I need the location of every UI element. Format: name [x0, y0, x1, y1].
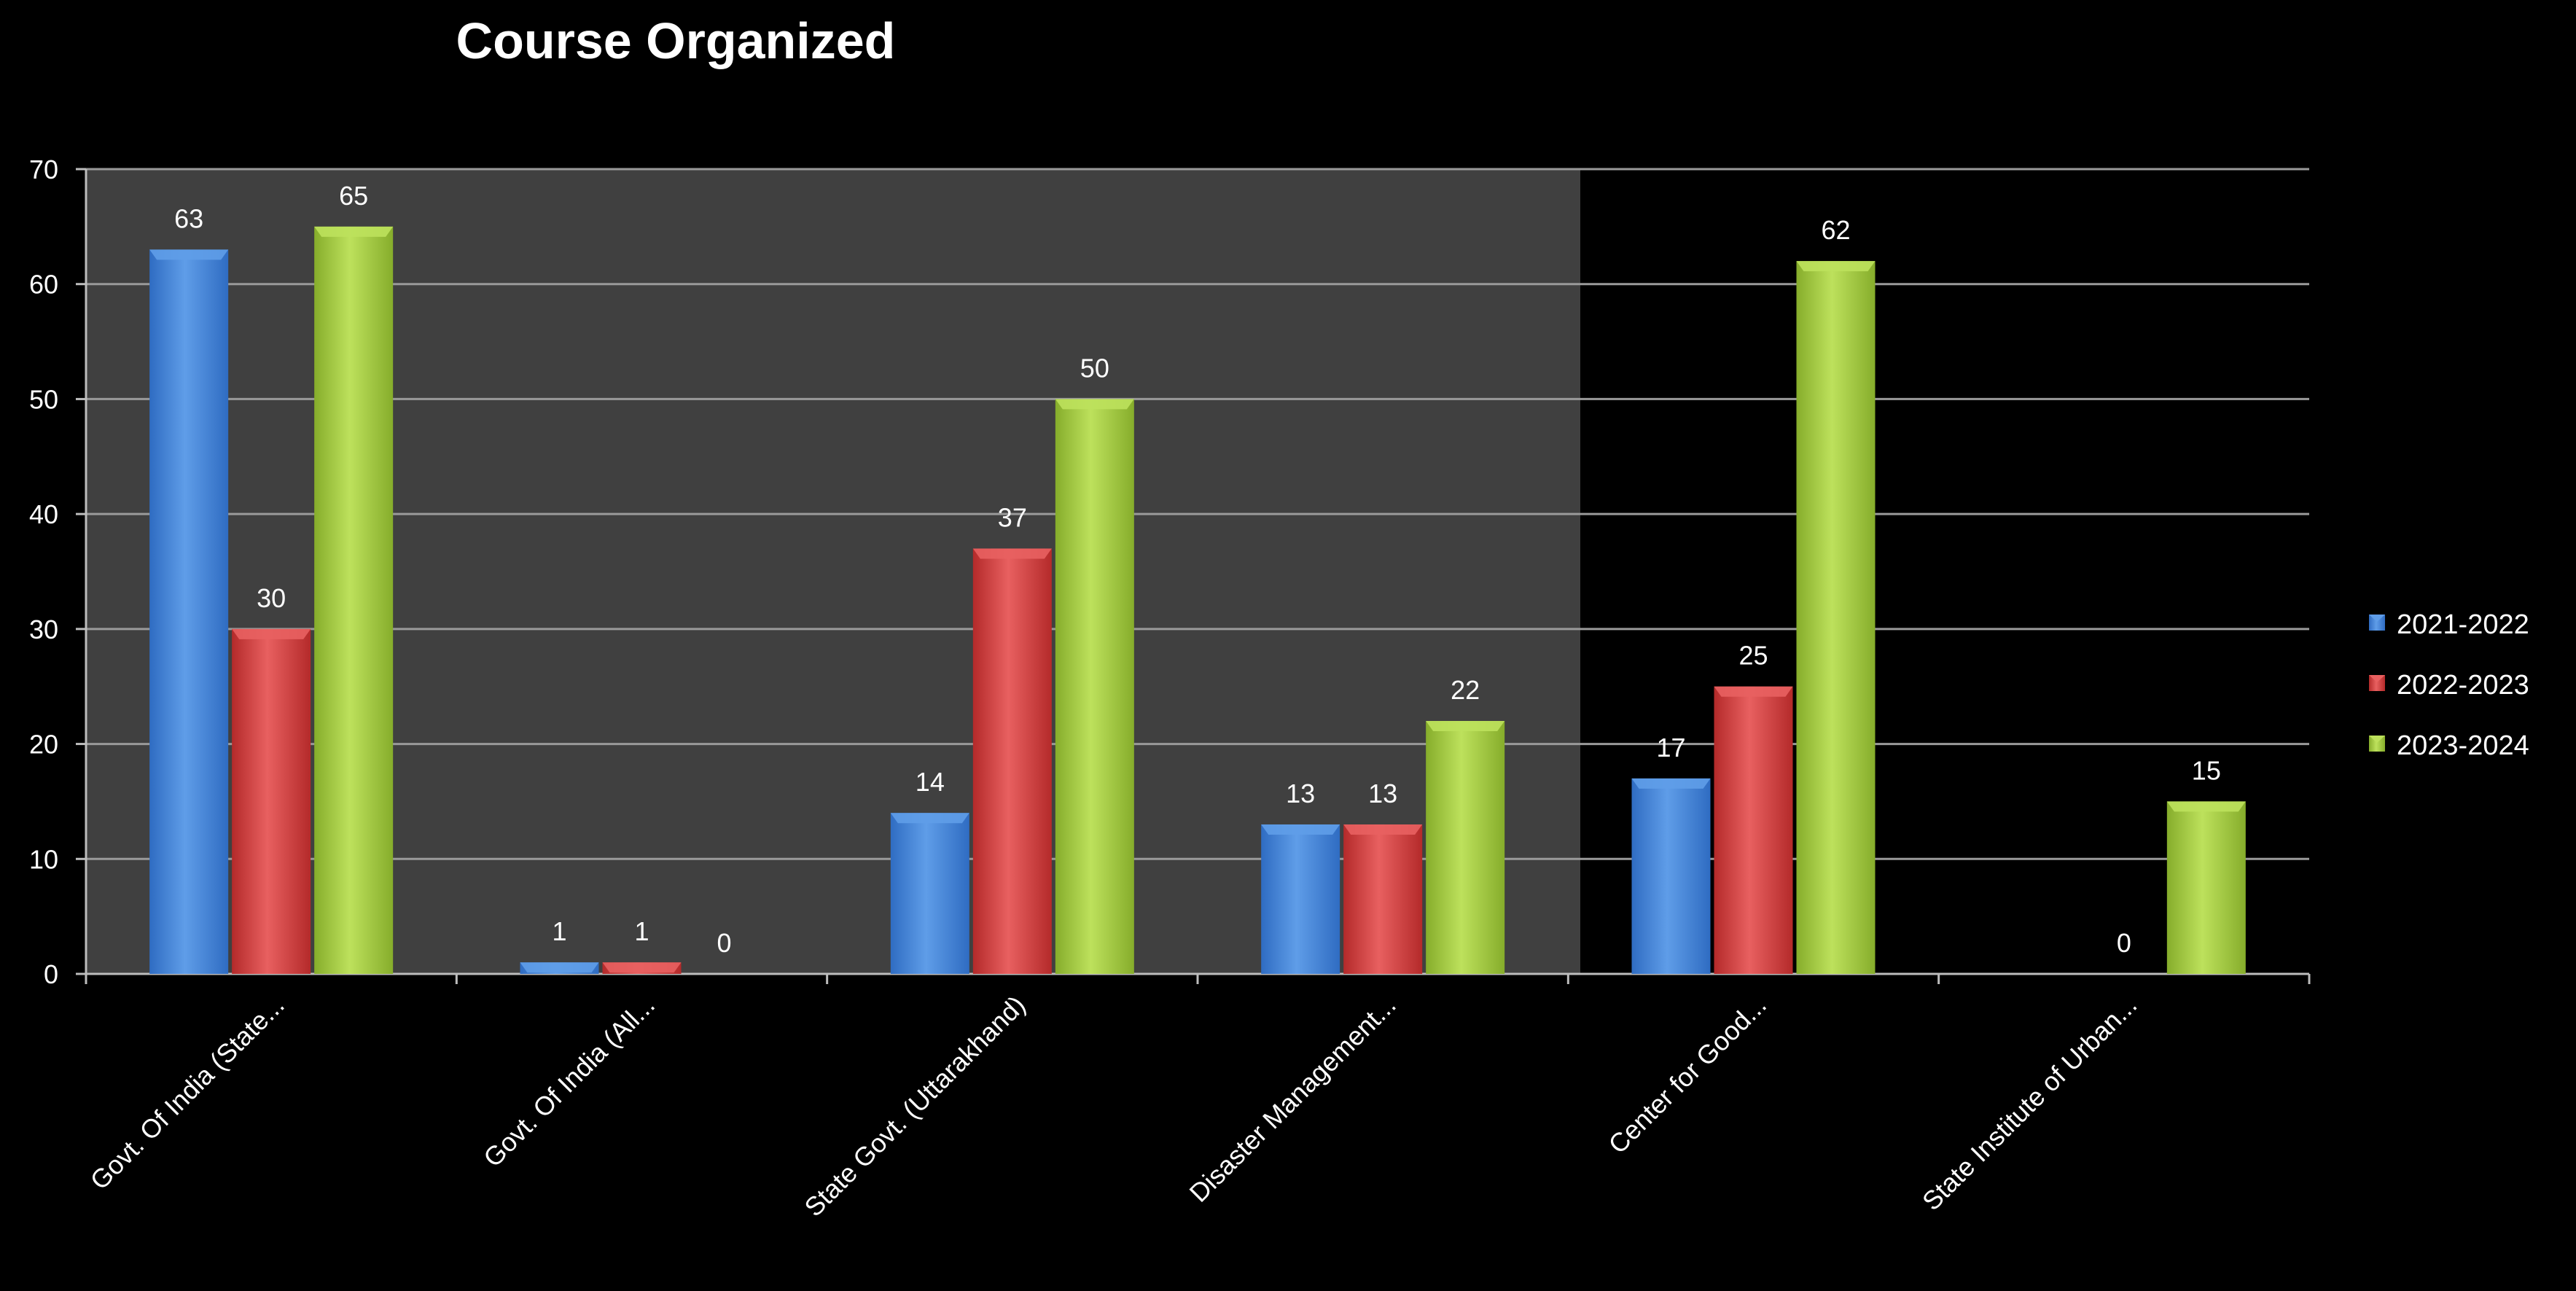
bar-cap [1261, 824, 1340, 835]
bar [149, 249, 229, 974]
data-label: 0 [717, 928, 731, 958]
bar [314, 226, 394, 974]
legend-item: 2021-2022 [2369, 609, 2529, 640]
y-tick-label: 10 [29, 844, 58, 874]
bar-cap [890, 813, 969, 824]
legend-swatch [2369, 675, 2385, 691]
y-tick-label: 0 [44, 959, 58, 989]
bar-cap [1343, 824, 1423, 835]
data-label: 14 [916, 767, 945, 797]
bar [1055, 399, 1134, 974]
x-category-label: Center for Good... [1602, 990, 1772, 1160]
bar-body [890, 813, 969, 974]
bar-body [149, 249, 229, 974]
x-category-label: State Institute of Urban... [1916, 990, 2143, 1217]
bar-cap [1426, 721, 1505, 732]
bar-cap [972, 548, 1052, 559]
bar-cap [1714, 686, 1793, 697]
legend-label: 2023-2024 [2397, 730, 2529, 761]
y-tick-label: 20 [29, 730, 58, 760]
bar-cap [2166, 801, 2246, 812]
data-label: 1 [552, 916, 566, 946]
gridlines [86, 168, 2309, 860]
bar [1796, 261, 1876, 975]
data-label: 13 [1368, 779, 1397, 808]
bars [149, 226, 2246, 975]
legend-label: 2022-2023 [2397, 670, 2529, 701]
legend-swatch-cap [2369, 736, 2385, 743]
data-label: 62 [1821, 215, 1850, 245]
bar [602, 962, 682, 974]
y-tick-label: 70 [29, 155, 58, 184]
bar-body [314, 226, 394, 974]
data-label: 37 [998, 502, 1027, 532]
bar-cap [1796, 261, 1876, 272]
category-labels: Govt. Of India (State... Govt. Of India (… [85, 990, 2143, 1222]
data-label: 13 [1286, 779, 1315, 808]
legend-swatch-cap [2369, 615, 2385, 622]
bar [1714, 686, 1793, 974]
data-label: 30 [257, 583, 286, 613]
bar-body [2166, 801, 2246, 974]
legend-swatch-cap [2369, 675, 2385, 682]
x-category-label: State Govt. (Uttarakhand) [798, 990, 1031, 1222]
x-category-label: Govt. Of India (State... [85, 990, 290, 1196]
legend-item: 2022-2023 [2369, 670, 2529, 701]
bar-cap [602, 962, 682, 973]
y-tick-label: 50 [29, 384, 58, 414]
x-category-label: Disaster Management... [1184, 990, 1402, 1208]
bar-cap [520, 962, 599, 973]
bar-cap [314, 226, 394, 237]
bar-cap [1055, 399, 1134, 410]
bar [2166, 801, 2246, 974]
y-tick-label: 40 [29, 499, 58, 529]
bar-body [1426, 721, 1505, 974]
y-tick-label: 60 [29, 270, 58, 300]
data-label: 25 [1738, 641, 1768, 671]
data-label: 65 [339, 181, 368, 211]
data-label: 22 [1451, 675, 1480, 705]
bar-cap [149, 249, 229, 260]
bar [1631, 778, 1711, 974]
legend-label: 2021-2022 [2397, 609, 2529, 640]
legend-swatch [2369, 615, 2385, 631]
bar-body [1714, 686, 1793, 974]
bar [890, 813, 969, 974]
bar-cap [232, 628, 311, 639]
bar-body [972, 548, 1052, 974]
data-label: 17 [1656, 733, 1685, 762]
bar [1343, 824, 1423, 974]
data-label: 0 [2117, 928, 2131, 958]
legend-item: 2023-2024 [2369, 730, 2529, 761]
legend: 2021-2022 2022-2023 2023-2024 [2369, 609, 2529, 761]
bar [520, 962, 599, 974]
bar [1426, 721, 1505, 974]
bar-body [232, 628, 311, 974]
bar [972, 548, 1052, 974]
chart-title: Course Organized [456, 12, 896, 69]
bar-body [1796, 261, 1876, 975]
data-label: 1 [634, 916, 649, 946]
x-category-label: Govt. Of India (All... [477, 990, 660, 1173]
data-label: 15 [2192, 755, 2221, 785]
bar-body [1343, 824, 1423, 974]
data-label: 50 [1080, 353, 1109, 383]
bar [232, 628, 311, 974]
data-label: 63 [174, 203, 203, 233]
bar-body [1055, 399, 1134, 974]
data-labels: 63 30 65 1 1 0 14 37 50 13 13 22 17 25 62 0 15 [174, 181, 2221, 958]
legend-swatch [2369, 736, 2385, 752]
bar [1261, 824, 1340, 974]
bar-body [1631, 778, 1711, 974]
y-tick-label: 30 [29, 615, 58, 644]
bar-body [1261, 824, 1340, 974]
bar-cap [1631, 778, 1711, 789]
